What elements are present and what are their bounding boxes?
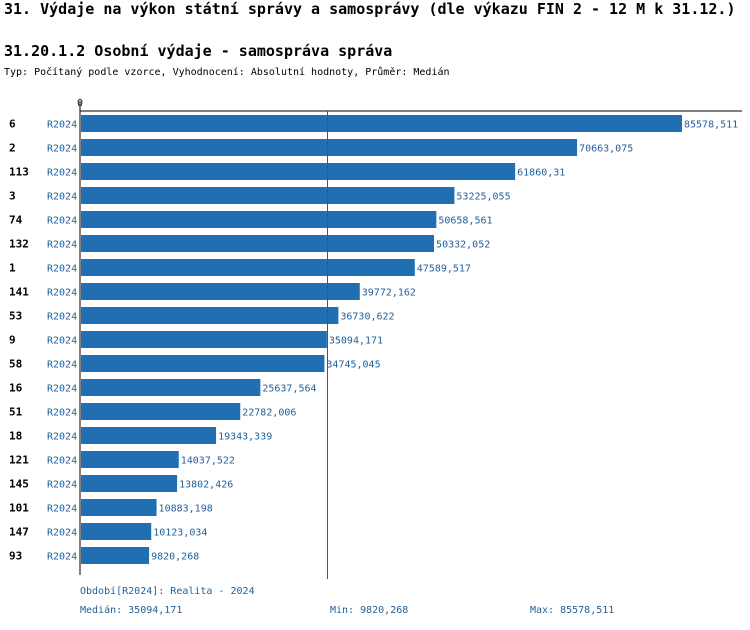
value-label: 13802,426 [179,480,233,491]
category-label: 141 [9,286,29,299]
bar [81,139,578,156]
chart-subtitle: 31.20.1.2 Osobní výdaje - samospráva spr… [4,42,393,60]
bar [81,211,437,228]
value-label: 25637,564 [262,384,316,395]
period-label: R2024 [47,456,77,467]
category-label: 2 [9,142,16,155]
bar [81,451,179,468]
footer-max: Max: 85578,511 [530,605,615,616]
period-label: R2024 [47,360,77,371]
category-label: 18 [9,430,22,443]
bar [81,355,325,372]
period-label: R2024 [47,336,77,347]
period-label: R2024 [47,216,77,227]
bar [81,403,241,420]
value-label: 35094,171 [329,336,383,347]
category-label: 6 [9,118,16,131]
bar [81,115,682,132]
category-label: 74 [9,214,23,227]
value-label: 85578,511 [684,120,738,131]
bar [81,331,327,348]
category-label: 145 [9,478,29,491]
footer-period: Období[R2024]: Realita - 2024 [80,586,255,597]
category-label: 93 [9,550,22,563]
period-label: R2024 [47,384,77,395]
period-label: R2024 [47,144,77,155]
category-label: 147 [9,526,29,539]
footer-median: Medián: 35094,171 [80,605,183,616]
period-label: R2024 [47,288,77,299]
bar [81,499,157,516]
category-label: 53 [9,310,22,323]
period-label: R2024 [47,504,77,515]
value-label: 14037,522 [181,456,235,467]
period-label: R2024 [47,480,77,491]
value-label: 70663,075 [579,144,633,155]
category-label: 16 [9,382,23,395]
category-label: 3 [9,190,16,203]
value-label: 34745,045 [326,360,380,371]
chart-meta: Typ: Počítaný podle vzorce, Vyhodnocení:… [4,67,450,78]
period-label: R2024 [47,120,77,131]
page-title: 31. Výdaje na výkon státní správy a samo… [4,0,736,18]
value-label: 22782,006 [242,408,296,419]
value-label: 61860,31 [517,168,565,179]
value-label: 50332,052 [436,240,490,251]
period-label: R2024 [47,408,77,419]
category-label: 132 [9,238,29,251]
bar [81,427,217,444]
value-label: 9820,268 [151,552,199,563]
category-label: 101 [9,502,29,515]
bar [81,475,178,492]
bar [81,283,360,300]
bar [81,307,339,324]
period-label: R2024 [47,168,77,179]
bar [81,547,150,564]
period-label: R2024 [47,528,77,539]
value-label: 36730,622 [340,312,394,323]
value-label: 19343,339 [218,432,272,443]
bar [81,163,516,180]
period-label: R2024 [47,312,77,323]
bar [81,259,415,276]
category-label: 51 [9,406,23,419]
value-label: 39772,162 [362,288,416,299]
period-label: R2024 [47,192,77,203]
category-label: 1 [9,262,16,275]
category-label: 9 [9,334,16,347]
value-label: 10883,198 [159,504,213,515]
bar [81,187,455,204]
bar [81,379,261,396]
period-label: R2024 [47,432,77,443]
footer-min: Min: 9820,268 [330,605,409,616]
value-label: 47589,517 [417,264,471,275]
value-label: 50658,561 [438,216,492,227]
period-label: R2024 [47,240,77,251]
category-label: 113 [9,166,29,179]
value-label: 53225,055 [456,192,510,203]
bar [81,523,152,540]
bar [81,235,435,252]
category-label: 58 [9,358,22,371]
period-label: R2024 [47,264,77,275]
period-label: R2024 [47,552,77,563]
category-label: 121 [9,454,29,467]
value-label: 10123,034 [153,528,207,539]
